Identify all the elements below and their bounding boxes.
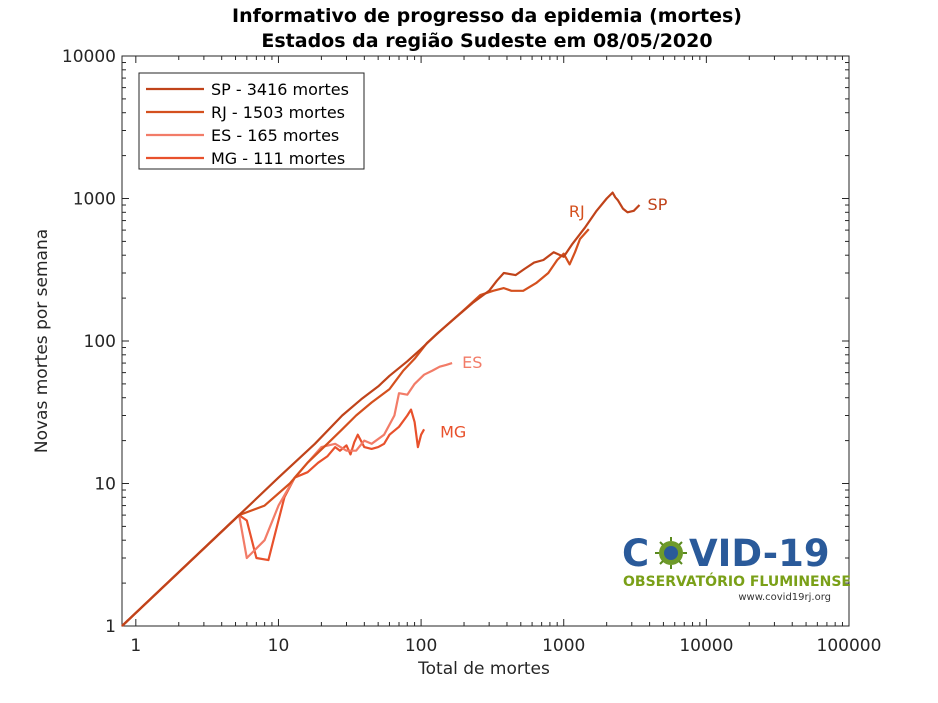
series-end-label-es: ES bbox=[462, 353, 482, 372]
plot-area: 1 10 100 1000 10000 100000 1 10 100 1000 10000 SP RJ… bbox=[62, 47, 882, 656]
legend-entry-sp: SP - 3416 mortes bbox=[211, 80, 349, 99]
series-line-rj bbox=[121, 228, 590, 627]
y-axis-label: Novas mortes por semana bbox=[32, 229, 52, 453]
covid19-logo: C VID-19 OBSERVATÓRIO FLUMINENSE www.cov… bbox=[622, 532, 851, 603]
x-tick-label: 10 bbox=[268, 636, 290, 656]
x-axis-label: Total de mortes bbox=[417, 659, 550, 679]
legend: SP - 3416 mortes RJ - 1503 mortes ES - 165… bbox=[138, 72, 365, 170]
logo-title-rest: VID-19 bbox=[689, 532, 830, 575]
series-line-es bbox=[121, 362, 453, 627]
series-end-label-sp: SP bbox=[648, 195, 668, 214]
series-line-mg bbox=[121, 408, 426, 627]
y-tick-label: 10000 bbox=[62, 47, 116, 67]
chart-subtitle: Estados da região Sudeste em 08/05/2020 bbox=[261, 30, 712, 52]
chart-title: Informativo de progresso da epidemia (mo… bbox=[232, 5, 742, 27]
legend-entry-mg: MG - 111 mortes bbox=[211, 149, 345, 168]
x-tick-label: 1000 bbox=[542, 636, 585, 656]
legend-entry-es: ES - 165 mortes bbox=[211, 126, 339, 145]
x-tick-label: 100 bbox=[405, 636, 437, 656]
x-tick-label: 1 bbox=[130, 636, 141, 656]
virus-icon bbox=[655, 537, 687, 569]
y-tick-label: 10 bbox=[94, 475, 116, 495]
logo-title: C bbox=[622, 532, 649, 575]
series-end-label-rj: RJ bbox=[569, 202, 585, 221]
y-tick-label: 1 bbox=[105, 617, 116, 637]
logo-url: www.covid19rj.org bbox=[738, 592, 831, 603]
series-line-sp bbox=[121, 191, 641, 627]
x-tick-label: 100000 bbox=[817, 636, 882, 656]
y-tick-label: 1000 bbox=[73, 190, 116, 210]
series-end-label-mg: MG bbox=[440, 422, 466, 441]
logo-subtitle: OBSERVATÓRIO FLUMINENSE bbox=[623, 572, 851, 590]
legend-entry-rj: RJ - 1503 mortes bbox=[211, 103, 345, 122]
x-tick-label: 10000 bbox=[679, 636, 733, 656]
y-tick-label: 100 bbox=[84, 332, 116, 352]
legend-box bbox=[138, 72, 365, 170]
